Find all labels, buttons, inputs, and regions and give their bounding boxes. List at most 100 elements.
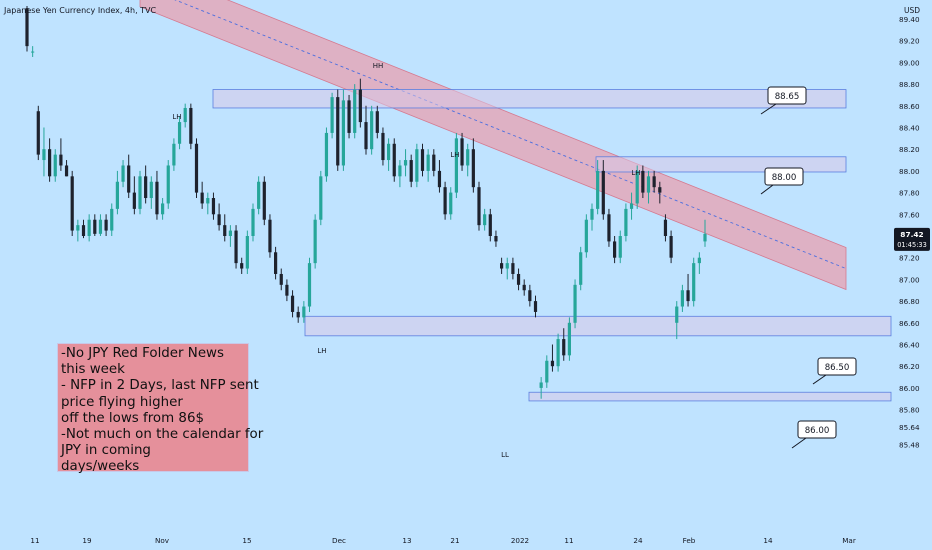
candle <box>59 138 63 171</box>
candle <box>364 105 368 155</box>
callout-pointer <box>791 437 807 449</box>
candle <box>341 89 345 171</box>
candle-body <box>64 165 69 177</box>
candle <box>449 187 453 220</box>
candle <box>172 138 176 171</box>
channel-layer <box>139 0 847 291</box>
channel-midline <box>174 0 847 269</box>
candle <box>161 198 165 220</box>
candle <box>138 170 142 215</box>
candle-body <box>206 198 210 204</box>
callout-label: 86.00 <box>805 426 830 436</box>
candle-body <box>494 236 498 242</box>
candle-body <box>279 273 283 285</box>
candle-body <box>601 170 605 215</box>
candle-body <box>596 170 600 209</box>
candle-body <box>680 290 684 307</box>
candle-body <box>274 252 278 274</box>
candle-body <box>567 322 571 356</box>
candle <box>245 230 249 274</box>
candle-body <box>59 154 63 166</box>
candle-body <box>426 154 430 171</box>
candle <box>274 246 278 280</box>
candle-body <box>387 143 391 161</box>
y-tick-label: 86.60 <box>899 319 920 328</box>
candle-body <box>652 176 656 188</box>
candle-body <box>675 306 679 323</box>
candle <box>415 143 419 188</box>
swing-label: HH <box>373 62 384 70</box>
callout-label: 88.00 <box>772 173 797 183</box>
candle-body <box>477 187 481 226</box>
candle-body <box>381 132 385 161</box>
candle-body <box>341 100 345 166</box>
candle <box>409 154 413 188</box>
candle <box>596 160 600 215</box>
candle-body <box>686 290 690 302</box>
candle <box>686 273 690 307</box>
candle-body <box>460 138 464 166</box>
candle-body <box>409 160 413 182</box>
candle-body <box>646 176 651 193</box>
candle <box>127 154 131 199</box>
candle <box>703 219 707 247</box>
note-line: off the lows from 86$ <box>61 410 204 426</box>
callout-label: 88.65 <box>775 92 800 102</box>
candle-body <box>262 181 266 220</box>
candle <box>313 214 317 269</box>
candle-body <box>471 149 475 188</box>
candle-body <box>70 176 74 231</box>
y-tick-label: 88.80 <box>899 80 920 89</box>
candle-body <box>31 51 35 53</box>
analysis-note: -No JPY Red Folder News this week - NFP … <box>57 343 263 474</box>
candle-body <box>144 176 148 199</box>
candle-body <box>420 149 425 171</box>
candle <box>25 5 29 52</box>
candle-body <box>48 149 52 177</box>
y-tick-label: 88.00 <box>899 167 920 176</box>
candle <box>381 127 385 166</box>
candle <box>36 105 40 161</box>
candle <box>110 203 114 236</box>
candle <box>579 246 583 291</box>
y-tick-label: 86.80 <box>899 297 920 306</box>
candle <box>443 181 447 220</box>
candle-body <box>466 149 470 166</box>
candle-body <box>562 339 566 356</box>
candle-body <box>483 214 487 226</box>
candle-body <box>624 208 628 236</box>
candle-body <box>613 241 617 258</box>
candle-body <box>166 165 170 204</box>
candle <box>466 143 470 177</box>
candle <box>70 170 74 236</box>
swing-labels-layer: HH LH LH LH LH LL <box>172 62 640 459</box>
candle <box>522 279 526 296</box>
candle <box>31 46 35 57</box>
candle-body <box>590 208 594 220</box>
candle-body <box>443 187 447 215</box>
currency-label: USD <box>904 6 920 15</box>
candle-body <box>36 111 40 155</box>
price-zone <box>212 89 847 109</box>
candle <box>183 103 187 128</box>
candle-body <box>87 219 91 236</box>
y-tick-label: 88.60 <box>899 102 920 111</box>
candle-body <box>505 263 509 269</box>
y-tick-label: 86.00 <box>899 384 920 393</box>
candle-body <box>511 263 515 274</box>
candle <box>635 165 639 209</box>
candle-body <box>618 236 622 258</box>
y-tick-label: 85.48 <box>899 440 920 449</box>
candle-body <box>488 214 492 236</box>
candle <box>223 214 227 242</box>
y-tick-label: 89.00 <box>899 58 920 67</box>
candle <box>545 355 549 388</box>
candle <box>76 219 80 242</box>
x-tick-label: 11 <box>564 536 573 545</box>
candle <box>251 203 255 242</box>
candle <box>307 257 312 312</box>
candle-body <box>228 230 232 236</box>
candle-body <box>211 198 216 215</box>
candle <box>477 181 481 231</box>
candle <box>392 138 396 182</box>
